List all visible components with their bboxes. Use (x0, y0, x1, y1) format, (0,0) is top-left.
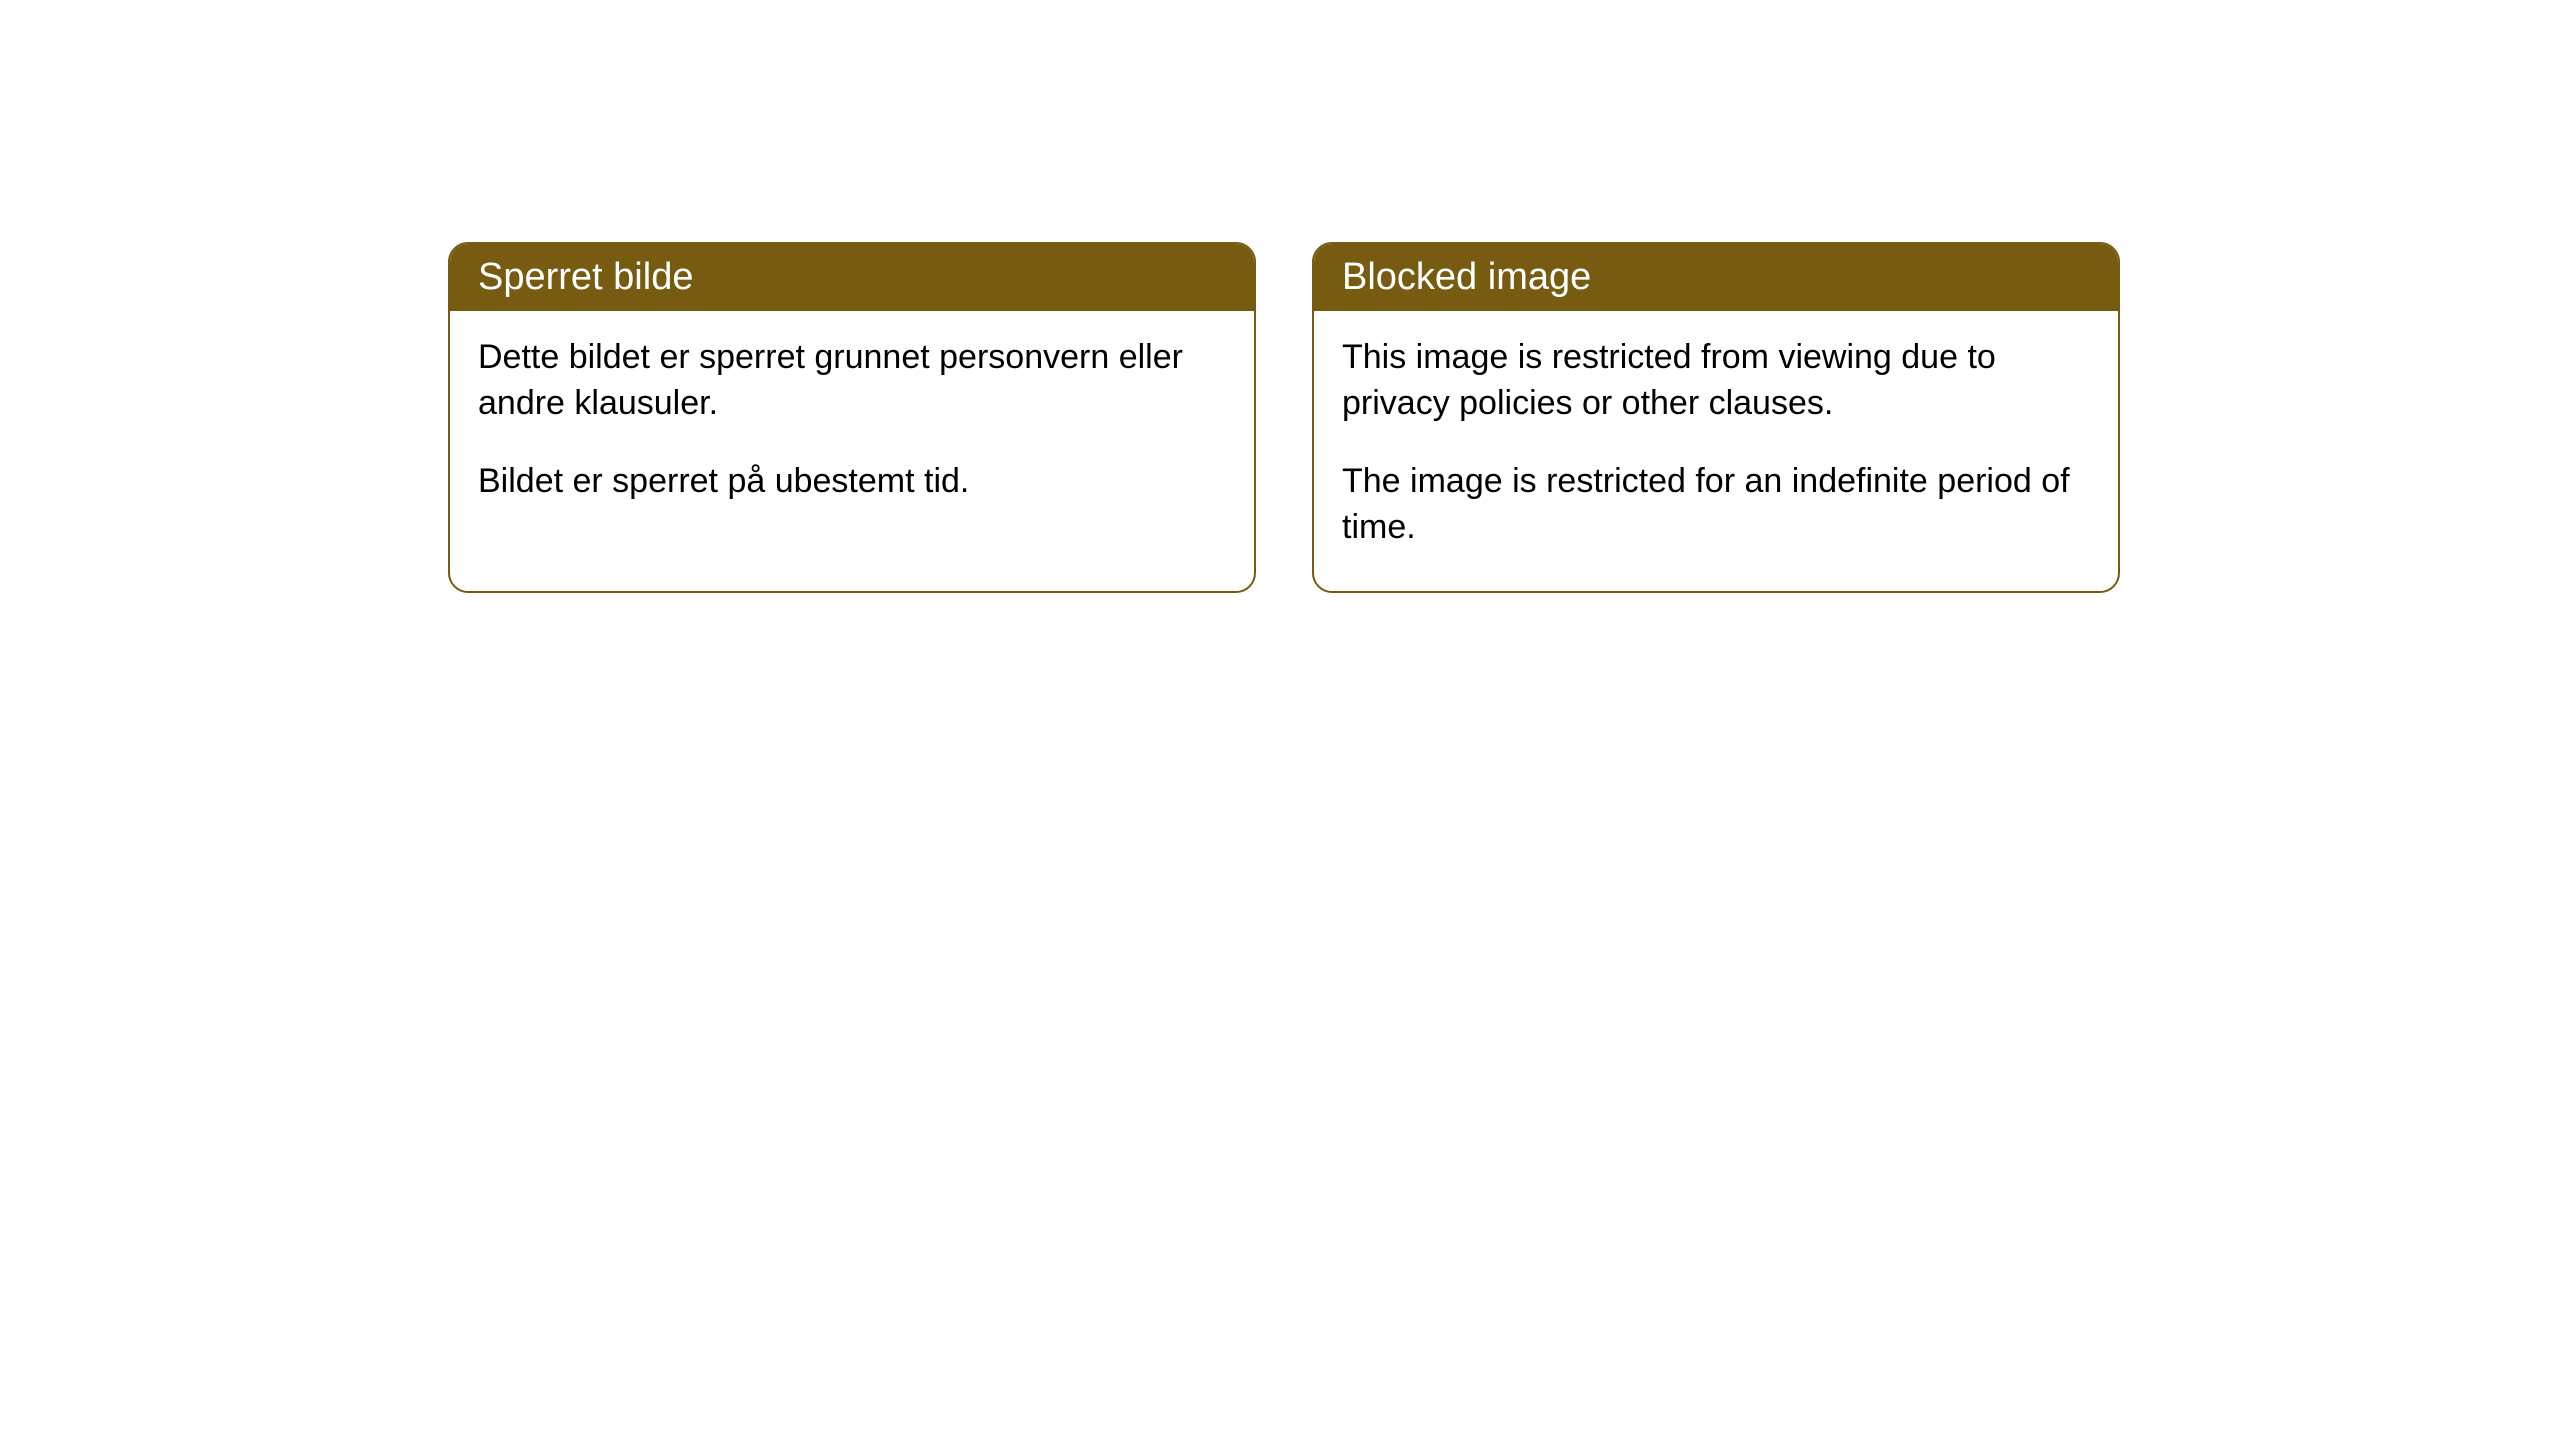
card-body-english: This image is restricted from viewing du… (1314, 311, 2118, 591)
notice-card-norwegian: Sperret bilde Dette bildet er sperret gr… (448, 242, 1256, 593)
card-header-norwegian: Sperret bilde (450, 244, 1254, 311)
notice-paragraph: The image is restricted for an indefinit… (1342, 459, 2090, 551)
blocked-image-notices: Sperret bilde Dette bildet er sperret gr… (448, 242, 2560, 593)
card-title: Sperret bilde (478, 256, 693, 298)
card-header-english: Blocked image (1314, 244, 2118, 311)
notice-paragraph: This image is restricted from viewing du… (1342, 335, 2090, 427)
notice-paragraph: Dette bildet er sperret grunnet personve… (478, 335, 1226, 427)
notice-card-english: Blocked image This image is restricted f… (1312, 242, 2120, 593)
card-title: Blocked image (1342, 256, 1591, 298)
card-body-norwegian: Dette bildet er sperret grunnet personve… (450, 311, 1254, 545)
notice-paragraph: Bildet er sperret på ubestemt tid. (478, 459, 1226, 505)
